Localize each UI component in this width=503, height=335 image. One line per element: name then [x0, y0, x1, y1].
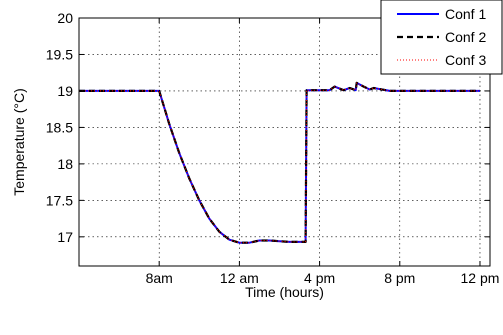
y-tick-label: 18.5	[46, 119, 73, 135]
axis-ticks: 8am 12 am 4 pm 8 pm 12 pm 17 17.5 18 18.5 19 19.5 2…	[46, 10, 500, 286]
x-tick-label: 8am	[146, 270, 173, 286]
series-layer	[79, 81, 480, 244]
y-tick-label: 19.5	[46, 46, 73, 62]
y-tick-label: 18	[57, 156, 73, 172]
series-line-3	[79, 82, 480, 244]
y-tick-label: 17	[57, 229, 73, 245]
legend-label-1: Conf 1	[445, 6, 486, 22]
y-axis-label: Temperature (°C)	[11, 88, 27, 196]
legend-label-3: Conf 3	[445, 52, 486, 68]
x-tick-label: 4 pm	[304, 270, 335, 286]
legend-label-2: Conf 2	[445, 29, 486, 45]
x-tick-label: 8 pm	[384, 270, 415, 286]
y-tick-label: 19	[57, 83, 73, 99]
x-axis-label: Time (hours)	[245, 284, 324, 300]
plot-frame	[78, 17, 491, 267]
legend: Conf 1 Conf 2 Conf 3	[380, 0, 503, 75]
x-tick-label: 12 pm	[461, 270, 500, 286]
y-tick-label: 20	[57, 10, 73, 26]
y-tick-label: 17.5	[46, 192, 73, 208]
x-tick-label: 12 am	[220, 270, 259, 286]
